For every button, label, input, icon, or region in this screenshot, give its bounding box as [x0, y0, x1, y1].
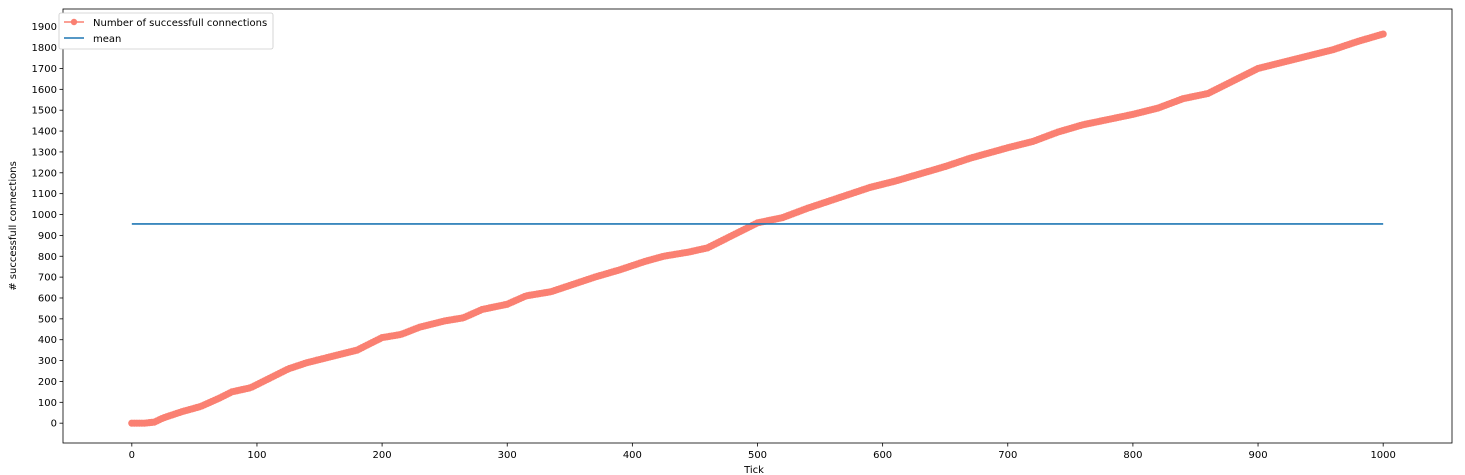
- y-tick-label: 1700: [32, 64, 57, 75]
- x-axis: 0 100 200 300 400 500 600 700 800 900 1000: [129, 443, 1396, 461]
- x-tick-label: 900: [1248, 450, 1267, 461]
- y-tick-label: 200: [38, 377, 57, 388]
- y-tick-label: 1300: [32, 147, 57, 158]
- x-tick-label: 400: [623, 450, 642, 461]
- x-axis-label: Tick: [743, 465, 764, 475]
- x-tick-label: 100: [247, 450, 266, 461]
- x-tick-label: 700: [998, 450, 1017, 461]
- y-tick-label: 600: [38, 293, 57, 304]
- legend-label-mean: mean: [93, 34, 121, 45]
- y-tick-label: 700: [38, 273, 57, 284]
- y-tick-label: 1200: [32, 168, 57, 179]
- series-line-connections: [131, 33, 1384, 424]
- axes-frame: [62, 8, 1453, 444]
- y-tick-label: 500: [38, 314, 57, 325]
- x-tick-label: 200: [373, 450, 392, 461]
- data-point: [1379, 30, 1387, 38]
- y-tick-label: 1900: [32, 22, 57, 33]
- y-tick-label: 300: [38, 356, 57, 367]
- x-tick-label: 600: [873, 450, 892, 461]
- x-tick-label: 1000: [1370, 450, 1395, 461]
- y-tick-label: 800: [38, 252, 57, 263]
- y-tick-label: 900: [38, 231, 57, 242]
- y-tick-label: 1800: [32, 43, 57, 54]
- plot-area: [128, 30, 1387, 427]
- x-tick-label: 300: [498, 450, 517, 461]
- y-axis-label: # successfull connections: [8, 161, 19, 291]
- y-tick-label: 0: [51, 419, 57, 430]
- x-tick-label: 0: [129, 450, 135, 461]
- series-markers-connections: [128, 30, 1387, 427]
- x-tick-label: 800: [1123, 450, 1142, 461]
- legend-frame: [58, 12, 274, 50]
- y-tick-label: 1600: [32, 85, 57, 96]
- y-tick-label: 100: [38, 398, 57, 409]
- legend: Number of successfull connections mean: [58, 12, 274, 50]
- y-axis: 0 100 200 300 400 500 600 700 800 900 1000 1100 1200…: [32, 22, 63, 430]
- x-tick-label: 500: [748, 450, 767, 461]
- y-tick-label: 1000: [32, 210, 57, 221]
- y-tick-label: 1400: [32, 127, 57, 138]
- legend-label-connections: Number of successfull connections: [93, 18, 267, 29]
- legend-marker-connections: [70, 18, 78, 26]
- y-tick-label: 1500: [32, 106, 57, 117]
- y-tick-label: 400: [38, 335, 57, 346]
- y-tick-label: 1100: [32, 189, 57, 200]
